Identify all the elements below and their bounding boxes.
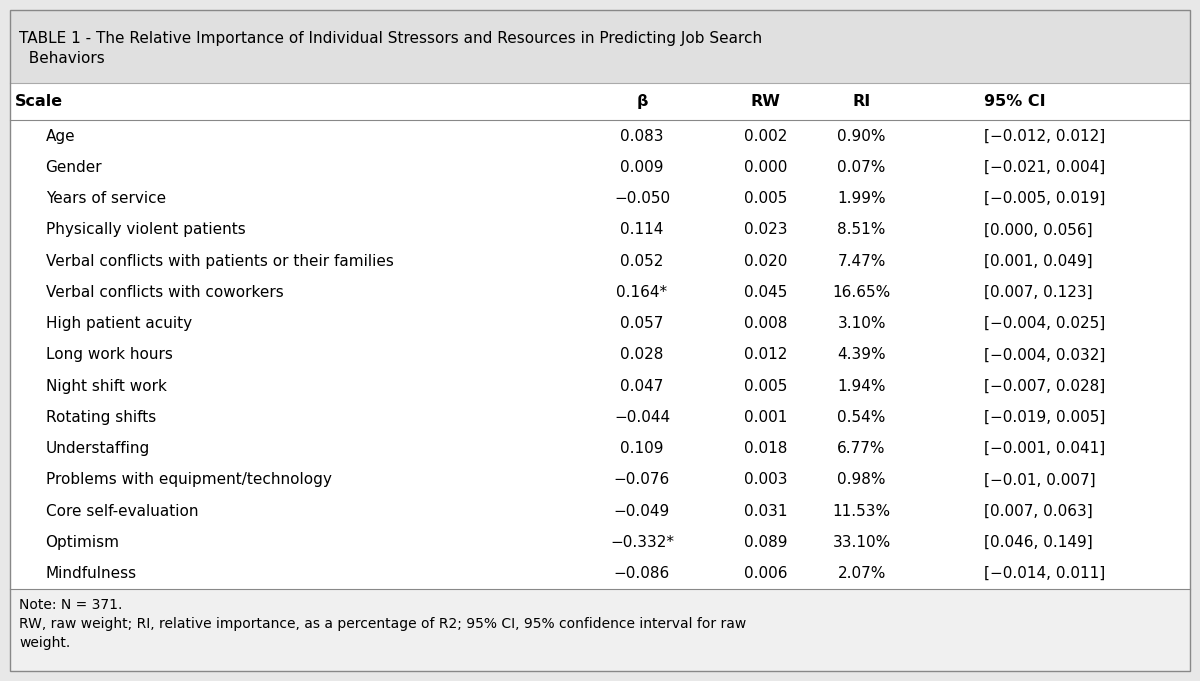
Text: 0.006: 0.006 (744, 567, 787, 582)
Text: 0.54%: 0.54% (838, 410, 886, 425)
Text: [0.000, 0.056]: [0.000, 0.056] (984, 222, 1093, 237)
Text: Physically violent patients: Physically violent patients (46, 222, 245, 237)
Bar (10, 589, 1190, 671)
Text: 0.028: 0.028 (620, 347, 664, 362)
Text: 0.109: 0.109 (620, 441, 664, 456)
Text: 0.052: 0.052 (620, 253, 664, 268)
Text: 6.77%: 6.77% (838, 441, 886, 456)
Text: [−0.012, 0.012]: [−0.012, 0.012] (984, 129, 1105, 144)
Text: 0.057: 0.057 (620, 316, 664, 331)
Text: 0.008: 0.008 (744, 316, 787, 331)
Text: 0.002: 0.002 (744, 129, 787, 144)
Text: Mindfulness: Mindfulness (46, 567, 137, 582)
Text: 0.045: 0.045 (744, 285, 787, 300)
Text: −0.050: −0.050 (614, 191, 670, 206)
Text: 33.10%: 33.10% (833, 535, 890, 550)
Text: −0.086: −0.086 (614, 567, 670, 582)
Text: 0.018: 0.018 (744, 441, 787, 456)
Text: −0.044: −0.044 (614, 410, 670, 425)
Text: 4.39%: 4.39% (838, 347, 886, 362)
Text: Gender: Gender (46, 160, 102, 175)
Text: 0.90%: 0.90% (838, 129, 886, 144)
Text: [−0.005, 0.019]: [−0.005, 0.019] (984, 191, 1105, 206)
Text: 95% CI: 95% CI (984, 94, 1045, 109)
Text: 0.164*: 0.164* (617, 285, 667, 300)
Text: 0.083: 0.083 (620, 129, 664, 144)
Text: 0.009: 0.009 (620, 160, 664, 175)
Text: [0.046, 0.149]: [0.046, 0.149] (984, 535, 1093, 550)
Text: 0.005: 0.005 (744, 379, 787, 394)
Text: Behaviors: Behaviors (19, 51, 104, 66)
Text: 8.51%: 8.51% (838, 222, 886, 237)
Text: 16.65%: 16.65% (833, 285, 890, 300)
Text: weight.: weight. (19, 635, 71, 650)
Text: 1.94%: 1.94% (838, 379, 886, 394)
Text: 2.07%: 2.07% (838, 567, 886, 582)
Text: 0.98%: 0.98% (838, 473, 886, 488)
Text: RW: RW (751, 94, 780, 109)
Text: −0.332*: −0.332* (610, 535, 674, 550)
Text: Rotating shifts: Rotating shifts (46, 410, 156, 425)
Text: −0.049: −0.049 (614, 504, 670, 519)
Text: 0.031: 0.031 (744, 504, 787, 519)
Text: [−0.004, 0.025]: [−0.004, 0.025] (984, 316, 1105, 331)
Text: β: β (636, 94, 648, 109)
Text: Problems with equipment/technology: Problems with equipment/technology (46, 473, 331, 488)
Text: Long work hours: Long work hours (46, 347, 173, 362)
Text: Core self-evaluation: Core self-evaluation (46, 504, 198, 519)
Bar (10, 82, 1190, 589)
Text: RW, raw weight; RI, relative importance, as a percentage of R2; 95% CI, 95% conf: RW, raw weight; RI, relative importance,… (19, 616, 746, 631)
Text: 0.005: 0.005 (744, 191, 787, 206)
Text: 0.003: 0.003 (744, 473, 787, 488)
Bar (10, 10, 1190, 82)
Text: 0.001: 0.001 (744, 410, 787, 425)
Text: [0.001, 0.049]: [0.001, 0.049] (984, 253, 1093, 268)
Text: 0.07%: 0.07% (838, 160, 886, 175)
Text: [−0.007, 0.028]: [−0.007, 0.028] (984, 379, 1105, 394)
Text: [−0.021, 0.004]: [−0.021, 0.004] (984, 160, 1105, 175)
Text: 1.99%: 1.99% (838, 191, 886, 206)
Text: 3.10%: 3.10% (838, 316, 886, 331)
Text: [−0.014, 0.011]: [−0.014, 0.011] (984, 567, 1105, 582)
Text: TABLE 1 - The Relative Importance of Individual Stressors and Resources in Predi: TABLE 1 - The Relative Importance of Ind… (19, 31, 762, 46)
Text: Verbal conflicts with coworkers: Verbal conflicts with coworkers (46, 285, 283, 300)
Text: RI: RI (852, 94, 871, 109)
Text: [−0.004, 0.032]: [−0.004, 0.032] (984, 347, 1105, 362)
Text: Years of service: Years of service (46, 191, 166, 206)
Text: Understaffing: Understaffing (46, 441, 150, 456)
Text: 0.020: 0.020 (744, 253, 787, 268)
Text: Night shift work: Night shift work (46, 379, 167, 394)
Text: [0.007, 0.123]: [0.007, 0.123] (984, 285, 1093, 300)
Text: 0.023: 0.023 (744, 222, 787, 237)
Text: Age: Age (46, 129, 76, 144)
Text: [−0.019, 0.005]: [−0.019, 0.005] (984, 410, 1105, 425)
Text: [−0.001, 0.041]: [−0.001, 0.041] (984, 441, 1105, 456)
Text: 11.53%: 11.53% (833, 504, 890, 519)
Text: Note: N = 371.: Note: N = 371. (19, 597, 122, 612)
Text: 0.047: 0.047 (620, 379, 664, 394)
Text: 7.47%: 7.47% (838, 253, 886, 268)
Text: 0.000: 0.000 (744, 160, 787, 175)
Text: Optimism: Optimism (46, 535, 120, 550)
Text: Scale: Scale (14, 94, 62, 109)
Text: −0.076: −0.076 (614, 473, 670, 488)
Text: [−0.01, 0.007]: [−0.01, 0.007] (984, 473, 1096, 488)
Text: Verbal conflicts with patients or their families: Verbal conflicts with patients or their … (46, 253, 394, 268)
Text: [0.007, 0.063]: [0.007, 0.063] (984, 504, 1093, 519)
Text: 0.089: 0.089 (744, 535, 787, 550)
Text: 0.012: 0.012 (744, 347, 787, 362)
Text: High patient acuity: High patient acuity (46, 316, 192, 331)
Text: 0.114: 0.114 (620, 222, 664, 237)
